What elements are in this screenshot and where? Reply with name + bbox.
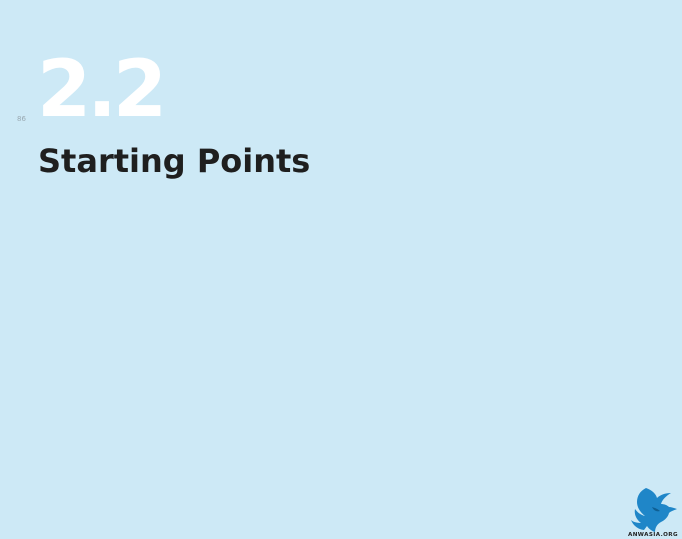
logo-text: ANWASIA.ORG bbox=[628, 532, 678, 538]
brand-logo: ANWASIA.ORG bbox=[624, 485, 682, 539]
section-title: Starting Points bbox=[38, 142, 311, 180]
page-number: 86 bbox=[17, 115, 26, 123]
bird-logo-detail bbox=[652, 507, 660, 512]
bird-logo-icon: ANWASIA.ORG bbox=[628, 488, 678, 538]
section-number: 2.2 bbox=[37, 45, 167, 135]
bird-logo-shape bbox=[631, 488, 677, 532]
